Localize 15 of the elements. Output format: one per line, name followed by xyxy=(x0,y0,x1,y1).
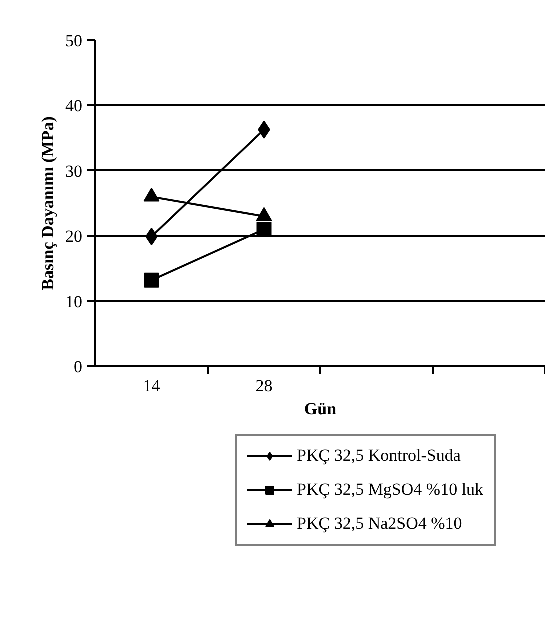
y-axis-title: Basınç Dayanımı (MPa) xyxy=(38,116,58,290)
y-tick-label: 10 xyxy=(66,292,82,312)
point xyxy=(144,272,160,288)
y-tick-label: 0 xyxy=(74,358,82,376)
y-tick-label: 20 xyxy=(66,227,82,246)
y-tick-label: 40 xyxy=(66,96,82,116)
legend-label: PKÇ 32,5 MgSO4 %10 luk xyxy=(297,480,484,500)
y-tick-label: 50 xyxy=(66,32,82,50)
x-tick-label: 28 xyxy=(256,376,273,396)
legend-label: PKÇ 32,5 Kontrol-Suda xyxy=(297,446,461,466)
x-tick-label: 14 xyxy=(143,376,161,396)
legend-label: PKÇ 32,5 Na2SO4 %10 xyxy=(297,514,462,534)
point xyxy=(256,222,272,238)
x-axis-title: Gün xyxy=(304,400,338,418)
y-tick-label: 30 xyxy=(66,162,82,181)
